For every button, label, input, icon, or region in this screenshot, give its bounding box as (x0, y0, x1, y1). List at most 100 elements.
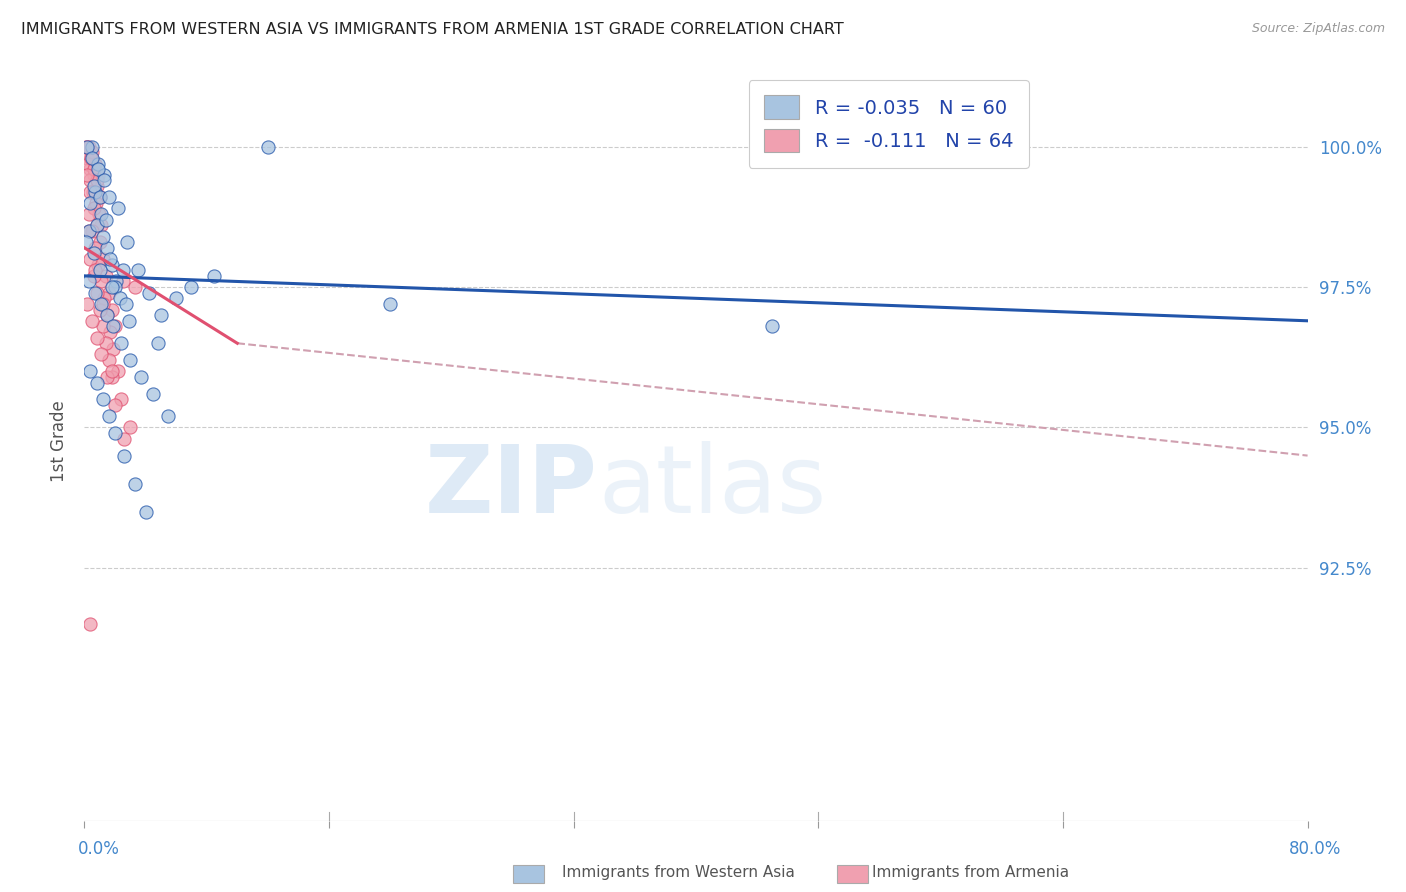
Point (89, 302, 111, 317)
Point (146, 336, 169, 351)
Point (79, 185, 101, 199)
Point (115, 235, 138, 249)
Point (90, 207, 112, 221)
Point (135, 505, 157, 519)
Point (87, 156, 110, 170)
Point (84, 156, 107, 170)
Point (111, 275, 134, 289)
Point (91, 297, 114, 311)
Point (96, 370, 118, 384)
Point (89, 263, 111, 277)
Point (76, 297, 98, 311)
Point (94, 336, 117, 351)
Point (86, 376, 108, 390)
Point (86, 219, 108, 233)
Text: ZIP: ZIP (425, 441, 598, 533)
Point (97, 285, 120, 300)
Point (101, 364, 124, 378)
Point (142, 386, 165, 401)
Point (87, 168, 110, 182)
Point (180, 280, 202, 294)
Point (107, 202, 129, 216)
Point (96, 308, 118, 322)
Point (87, 207, 110, 221)
Point (90, 347, 112, 361)
Point (96, 241, 118, 255)
Point (118, 314, 141, 328)
Point (87, 258, 110, 272)
Point (86, 331, 108, 345)
Point (101, 258, 124, 272)
Point (104, 398, 127, 412)
Point (101, 370, 124, 384)
Point (91, 319, 114, 334)
Point (94, 268, 117, 283)
Point (75, 139, 97, 153)
Point (101, 280, 124, 294)
Point (111, 263, 134, 277)
Point (108, 291, 131, 305)
Text: Immigrants from Western Asia: Immigrants from Western Asia (562, 865, 796, 880)
Text: 0.0%: 0.0% (77, 840, 120, 858)
Point (86, 219, 108, 233)
Point (77, 224, 100, 238)
Point (112, 449, 135, 463)
Point (120, 420, 142, 434)
Point (138, 285, 160, 300)
Point (80, 314, 103, 328)
Point (101, 302, 124, 317)
Point (103, 342, 125, 356)
Point (89, 190, 111, 204)
Text: 80.0%: 80.0% (1288, 840, 1341, 858)
Point (79, 364, 101, 378)
Point (110, 392, 132, 407)
Point (90, 297, 112, 311)
Point (87, 162, 110, 177)
Point (77, 224, 100, 238)
Point (98, 252, 121, 266)
Point (83, 202, 105, 216)
Point (84, 195, 107, 210)
Point (86, 179, 108, 194)
Point (84, 285, 107, 300)
Point (97, 353, 120, 368)
Point (110, 336, 132, 351)
Point (93, 168, 115, 182)
Point (77, 156, 100, 170)
Point (83, 162, 105, 177)
Point (91, 229, 114, 244)
Point (96, 308, 118, 322)
Point (86, 173, 108, 187)
Point (84, 263, 107, 277)
Point (107, 364, 129, 378)
Point (83, 179, 105, 194)
Point (82, 185, 104, 199)
Point (91, 252, 114, 266)
Point (124, 476, 146, 491)
Point (80, 224, 103, 238)
Point (165, 291, 187, 305)
Point (90, 219, 112, 233)
Point (89, 235, 111, 249)
Point (83, 168, 105, 182)
Point (84, 185, 107, 199)
Point (89, 190, 111, 204)
Point (114, 297, 136, 311)
Point (98, 325, 121, 339)
Point (127, 263, 149, 277)
Point (80, 145, 103, 160)
Point (104, 426, 127, 441)
Point (94, 212, 117, 227)
Point (104, 280, 127, 294)
Point (75, 235, 97, 249)
Point (79, 195, 101, 210)
Point (91, 392, 114, 407)
Point (77, 139, 100, 153)
Point (124, 280, 146, 294)
Point (90, 275, 112, 289)
Point (149, 308, 172, 322)
Point (79, 617, 101, 632)
Text: atlas: atlas (598, 441, 827, 533)
Point (80, 151, 103, 165)
Point (112, 432, 135, 446)
